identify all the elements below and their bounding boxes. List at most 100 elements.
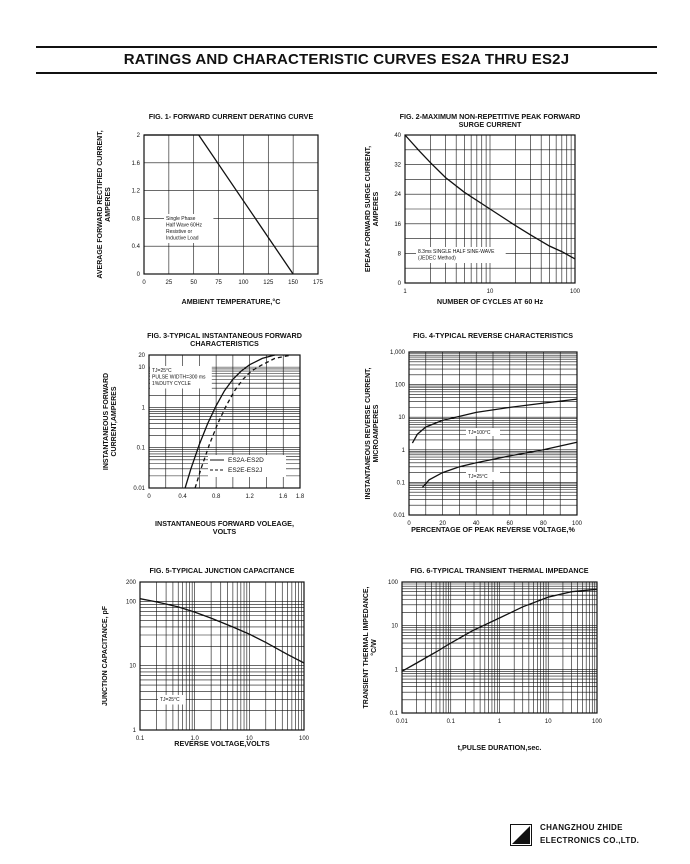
chart-5: 0.1 1.0 10 100 1 10 100 200 FIG. 5-TYPICAL JUNCT…	[102, 566, 310, 748]
x-tick-label: 125	[263, 280, 274, 286]
y-axis-label: AMPERES	[105, 187, 112, 222]
y-tick-label: 0.4	[132, 244, 141, 250]
y-tick-label: 1	[142, 405, 146, 411]
x-tick-label: 100	[238, 280, 249, 286]
top-rule	[36, 46, 657, 48]
y-tick-label: 1	[133, 728, 137, 734]
curve-label: TJ=100°C	[468, 430, 491, 436]
y-tick-label: 0.8	[132, 216, 141, 222]
title-underline	[36, 72, 657, 74]
x-tick-label: 1.0	[190, 736, 199, 742]
y-tick-label: 2	[137, 133, 141, 139]
x-tick-label: 20	[439, 521, 446, 527]
x-tick-label: 100	[570, 289, 581, 295]
chart-title: FIG. 6-TYPICAL TRANSIENT THERMAL IMPEDAN…	[410, 566, 588, 575]
chart-6: 0.01 0.1 1 10 100 0.1 1 10 100 FIG. 6-TYPICAL TRA…	[363, 566, 603, 752]
y-tick-label: 10	[129, 664, 136, 670]
y-tick-label: 1.2	[132, 189, 141, 195]
series-line-1	[184, 354, 275, 489]
x-axis-label: AMBIENT TEMPERATURE,°C	[182, 297, 281, 306]
y-tick-label: 1.6	[132, 161, 141, 167]
annotation-text: 8.3ms SINGLE HALF SINE-WAVE	[418, 249, 495, 255]
y-tick-label: 8	[398, 251, 402, 257]
company-name-line2: ELECTRONICS CO.,LTD.	[540, 836, 640, 845]
x-axis-label: t,PULSE DURATION,sec.	[458, 743, 542, 752]
x-axis-label: INSTANTANEOUS FORWARD VOLEAGE,	[155, 519, 294, 528]
x-tick-label: 0.1	[136, 736, 145, 742]
y-tick-label: 10	[391, 624, 398, 630]
x-tick-label: 1	[498, 719, 502, 725]
x-tick-label: 100	[592, 719, 603, 725]
y-tick-label: 0.1	[137, 446, 146, 452]
series-line-1	[404, 134, 576, 260]
y-tick-label: 0	[398, 281, 402, 287]
annotation-text: Resistive or	[166, 229, 192, 235]
curve-label-bg	[466, 428, 500, 436]
series-line-1	[401, 588, 598, 672]
y-axis-label: MICROAMPERES	[373, 404, 380, 462]
series-line-1	[144, 134, 294, 275]
x-axis-label: PERCENTAGE OF PEAK REVERSE VOLTAGE,%	[411, 525, 575, 534]
plot-frame	[401, 581, 598, 714]
y-axis-label: °C/W	[370, 639, 378, 656]
y-tick-label: 1,000	[390, 350, 406, 356]
y-tick-label: 24	[394, 192, 401, 198]
chart-title: FIG. 5-TYPICAL JUNCTION CAPACITANCE	[150, 566, 295, 575]
x-tick-label: 1.8	[296, 494, 305, 500]
y-tick-label: 0.1	[397, 480, 406, 486]
curve-label-bg	[466, 472, 500, 480]
plot-frame	[139, 581, 305, 731]
chart-title: FIG. 3-TYPICAL INSTANTANEOUS FORWARD	[147, 331, 302, 340]
annotation-text: TJ=25°C	[160, 697, 180, 703]
x-tick-label: 0.4	[178, 494, 187, 500]
legend-box	[208, 455, 286, 477]
x-tick-label: 0	[142, 280, 146, 286]
chart-title: FIG. 4-TYPICAL REVERSE CHARACTERISTICS	[413, 331, 573, 340]
annotation-box	[416, 247, 506, 263]
annotation-text: Half Wave 60Hz	[166, 223, 202, 229]
annotation-box	[164, 214, 214, 243]
x-tick-label: 175	[313, 280, 324, 286]
x-axis-label: VOLTS	[213, 527, 237, 536]
y-axis-label: INSTANTANEOUS REVERSE CURRENT,	[365, 367, 372, 499]
y-axis-label: INSTANTANEOUS FORWARD	[103, 373, 110, 470]
x-tick-label: 100	[572, 521, 583, 527]
y-axis-label: AMPERES	[373, 191, 380, 226]
annotation-text: Inductive Load	[166, 236, 199, 242]
x-tick-label: 100	[299, 736, 310, 742]
x-tick-label: 0.8	[212, 494, 221, 500]
y-axis-label: AVERAGE FORWARD RECTIFIED CURRENT,	[97, 130, 104, 278]
y-tick-label: 0	[137, 272, 141, 278]
annotation-text: 1%DUTY CYCLE	[152, 381, 191, 387]
x-tick-label: 0.01	[396, 719, 408, 725]
x-tick-label: 60	[506, 521, 513, 527]
annotation-text: TJ=25°C	[152, 368, 172, 374]
annotation-box	[150, 366, 212, 389]
x-axis-label: NUMBER OF CYCLES AT 60 Hz	[437, 297, 544, 306]
y-tick-label: 16	[394, 222, 401, 228]
chart-title: CHARACTERISTICS	[190, 339, 259, 348]
y-tick-label: 0.01	[133, 486, 145, 492]
chart-1: 0 25 50 75 100 125 150 175 0 0.4 0.8 1.2 1.6 2 FIG. 1-…	[97, 112, 324, 306]
series-line-2	[194, 354, 292, 489]
legend-label: ES2E-ES2J	[228, 467, 262, 474]
y-tick-label: 1	[395, 667, 399, 673]
x-tick-label: 75	[215, 280, 222, 286]
x-tick-label: 25	[166, 280, 173, 286]
chart-3: 0 0.4 0.8 1.2 1.6 1.8 0.01 0.1 1 10 20 FIG. 3-TYPIC…	[103, 331, 305, 536]
y-tick-label: 10	[398, 415, 405, 421]
x-tick-label: 0	[147, 494, 151, 500]
y-tick-label: 0.1	[390, 711, 399, 717]
annotation-box	[158, 695, 186, 705]
y-axis-label: EPEAK FORWARD SURGE CURRENT,	[365, 146, 372, 272]
y-tick-label: 10	[138, 365, 145, 371]
series-line-1	[139, 598, 305, 664]
series-line-1	[411, 398, 578, 444]
y-tick-label: 1	[402, 448, 406, 454]
y-axis-label: CURRENT,AMPERES	[111, 386, 118, 456]
x-tick-label: 1	[403, 289, 407, 295]
y-tick-label: 100	[126, 599, 137, 605]
chart-title: FIG. 1- FORWARD CURRENT DERATING CURVE	[149, 112, 314, 121]
chart-title: FIG. 2-MAXIMUM NON-REPETITIVE PEAK FORWA…	[400, 112, 581, 121]
y-axis-label: JUNCTION CAPACITANCE, pF	[102, 605, 109, 706]
